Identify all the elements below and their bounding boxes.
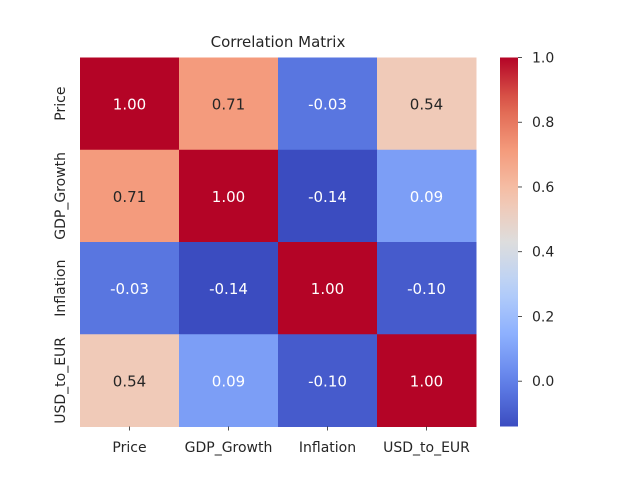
cell-label: 1.00 [212, 188, 245, 206]
heatmap-cell [80, 57, 180, 151]
colorbar-tick-label: 0.6 [532, 180, 554, 196]
y-tick-label: GDP_Growth [53, 152, 69, 240]
cell-label: 0.54 [113, 372, 146, 390]
cell-label: 0.09 [410, 188, 443, 206]
colorbar-tick-label: 0.0 [532, 374, 554, 390]
cell-label: 0.09 [212, 372, 245, 390]
colorbar-tick-label: 1.0 [532, 51, 554, 67]
colorbar [500, 57, 518, 427]
cell-label: 1.00 [311, 280, 344, 298]
heatmap-cell [278, 57, 378, 151]
heatmap-cell [80, 242, 180, 335]
heatmap-cell [179, 242, 279, 335]
cell-label: -0.14 [308, 188, 347, 206]
cell-label: 0.71 [212, 96, 245, 114]
heatmap-cell [278, 149, 378, 243]
x-tick-label: GDP_Growth [185, 440, 273, 456]
chart-title: Correlation Matrix [210, 33, 346, 51]
heatmap-cell [377, 334, 477, 427]
colorbar-tick-label: 0.2 [532, 309, 554, 325]
cell-label: 1.00 [113, 96, 146, 114]
x-tick-label: Price [112, 440, 146, 456]
colorbar-tick-label: 0.4 [532, 245, 554, 261]
heatmap-cell [278, 242, 378, 335]
heatmap-cell [278, 334, 378, 427]
heatmap-cell [80, 149, 180, 243]
heatmap-cell [179, 334, 279, 427]
heatmap-cell [377, 149, 477, 243]
cell-label: -0.10 [308, 372, 347, 390]
colorbar-tick-label: 0.8 [532, 115, 554, 131]
cell-label: -0.03 [308, 96, 347, 114]
y-tick-label: Price [53, 87, 69, 121]
heatmap-cell [179, 149, 279, 243]
heatmap-cell [377, 57, 477, 151]
heatmap-cell [179, 57, 279, 151]
cell-label: -0.03 [110, 280, 149, 298]
cell-label: -0.10 [407, 280, 446, 298]
y-tick-label: USD_to_EUR [53, 337, 69, 424]
cell-label: 0.71 [113, 188, 146, 206]
x-tick-label: USD_to_EUR [383, 440, 470, 456]
heatmap-cell [80, 334, 180, 427]
cell-label: 0.54 [410, 96, 443, 114]
heatmap-cell [377, 242, 477, 335]
y-tick-label: Inflation [53, 260, 69, 317]
x-tick-label: Inflation [299, 440, 356, 456]
cell-label: 1.00 [410, 372, 443, 390]
cell-label: -0.14 [209, 280, 248, 298]
